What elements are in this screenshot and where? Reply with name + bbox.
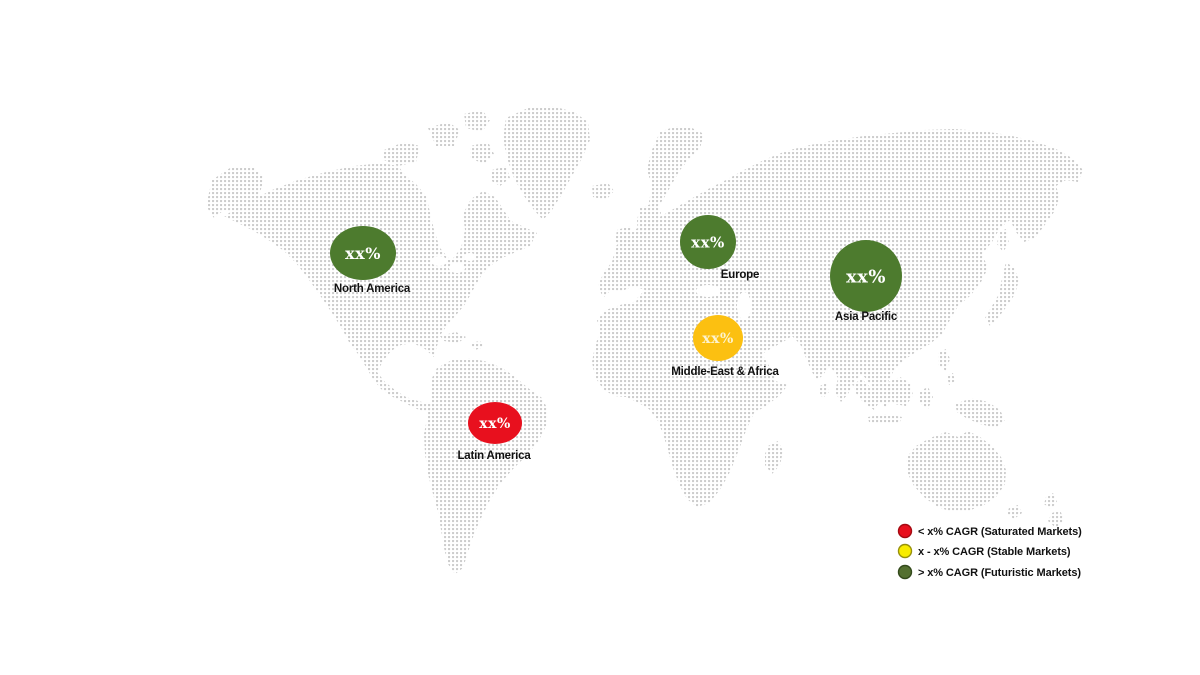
legend-swatch-stable xyxy=(897,543,913,559)
caspian-sea-cutout xyxy=(737,292,751,320)
black-sea-cutout xyxy=(696,285,720,297)
region-value: xx% xyxy=(846,266,886,287)
region-value: xx% xyxy=(345,244,381,263)
region-value: xx% xyxy=(702,331,734,347)
island-new-zealand-north xyxy=(1044,493,1057,509)
region-bubble-shape xyxy=(680,215,736,269)
island-tasmania xyxy=(1007,505,1022,519)
island-iceland xyxy=(592,183,614,200)
continent-north-america xyxy=(224,163,537,413)
lake-cutout-1 xyxy=(431,256,447,266)
region-bubbles-layer: xx% North America xx% Latin America xx% Europ… xyxy=(330,215,902,462)
island-sri-lanka xyxy=(818,383,829,398)
legend-label: > x% CAGR (Futuristic Markets) xyxy=(918,567,1081,579)
legend-item-stable: x - x% CAGR (Stable Markets) xyxy=(897,543,1071,559)
region-value: xx% xyxy=(691,233,725,251)
region-label: Middle-East & Africa xyxy=(671,366,779,378)
region-bubble-asia-pacific: xx% Asia Pacific xyxy=(830,240,902,323)
water-cutouts-layer xyxy=(431,188,751,320)
region-bubble-shape xyxy=(330,226,396,280)
region-label: Latin America xyxy=(457,450,531,462)
island-madagascar xyxy=(765,441,783,474)
island-sulawesi xyxy=(920,387,933,409)
region-scandinavia xyxy=(647,126,704,210)
region-bubble-latin-america: xx% Latin America xyxy=(457,402,532,462)
region-bubble-shape xyxy=(830,240,902,312)
island-new-zealand-south xyxy=(1048,510,1064,528)
continent-australia xyxy=(906,431,1006,512)
lake-cutout-3 xyxy=(464,253,476,261)
island-philippines-2 xyxy=(947,373,955,385)
island-cuba xyxy=(440,332,466,343)
region-bubble-middle-east-africa: xx% Middle-East & Africa xyxy=(671,315,780,378)
legend-item-saturated: < x% CAGR (Saturated Markets) xyxy=(897,523,1082,539)
baltic-sea-cutout xyxy=(670,188,682,206)
island-sakhalin xyxy=(997,229,1009,252)
legend-label: < x% CAGR (Saturated Markets) xyxy=(918,526,1082,538)
region-label: Asia Pacific xyxy=(835,311,898,323)
region-bubble-shape xyxy=(693,315,743,361)
region-bubble-north-america: xx% North America xyxy=(330,226,411,295)
island-japan xyxy=(985,262,1019,326)
island-sumatra xyxy=(853,379,880,410)
island-baffin xyxy=(490,166,510,186)
island-greenland xyxy=(503,106,590,220)
continent-africa xyxy=(592,300,788,507)
region-alaska xyxy=(206,166,264,218)
legend-item-futuristic: > x% CAGR (Futuristic Markets) xyxy=(897,564,1081,580)
arctic-island-2 xyxy=(428,122,460,146)
island-philippines-1 xyxy=(938,349,950,371)
arctic-island-1 xyxy=(384,142,420,166)
region-value: xx% xyxy=(479,416,511,432)
island-hispaniola xyxy=(470,341,484,350)
continents-layer xyxy=(206,106,1083,574)
arctic-island-3 xyxy=(464,110,490,132)
region-bubble-shape xyxy=(468,402,522,444)
legend-label: x - x% CAGR (Stable Markets) xyxy=(918,546,1071,558)
region-bubble-europe: xx% Europe xyxy=(680,215,759,281)
legend: < x% CAGR (Saturated Markets) x - x% CAGR… xyxy=(897,523,1082,580)
legend-swatch-futuristic xyxy=(897,564,913,580)
region-label: North America xyxy=(334,283,411,295)
island-new-guinea xyxy=(955,398,1005,428)
island-borneo xyxy=(887,377,913,406)
lake-cutout-2 xyxy=(449,263,465,273)
continent-south-america xyxy=(424,358,548,574)
island-java xyxy=(868,414,902,424)
region-label: Europe xyxy=(721,269,759,281)
arctic-island-4 xyxy=(470,142,494,164)
legend-swatch-saturated xyxy=(897,523,913,539)
